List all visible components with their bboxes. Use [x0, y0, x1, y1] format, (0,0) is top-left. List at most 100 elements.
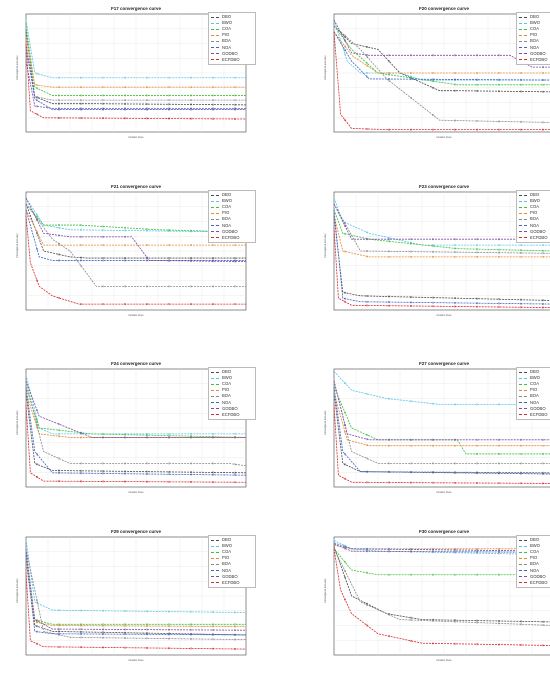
series-marker-coa — [344, 232, 347, 235]
legend-swatch — [519, 212, 527, 214]
legend-item-bwo: BWO — [211, 198, 253, 204]
legend-item-boa: BOA — [519, 216, 550, 222]
series-marker-pio — [145, 244, 148, 247]
series-marker-bwo — [189, 610, 192, 613]
series-marker-dbo — [167, 257, 170, 260]
series-marker-dbo — [519, 298, 522, 301]
series-marker-godbo — [233, 107, 236, 110]
legend-label: NOA — [530, 399, 540, 405]
series-marker-noa — [36, 453, 39, 456]
y-axis-label: Convergence accuracy — [16, 578, 19, 603]
series-marker-noa — [541, 79, 544, 82]
series-marker-godbo — [167, 628, 170, 631]
legend-swatch — [519, 557, 527, 559]
series-marker-bwo — [79, 76, 82, 79]
series-marker-ecfdbo — [145, 117, 148, 120]
series-marker-godbo — [541, 438, 544, 441]
series-marker-bwo — [541, 244, 544, 247]
legend-swatch — [211, 557, 219, 559]
legend-swatch — [519, 16, 527, 18]
series-marker-boa — [541, 462, 544, 465]
legend-label: BOA — [222, 561, 231, 567]
series-marker-pio — [79, 436, 82, 439]
series-marker-boa — [453, 620, 456, 623]
legend-label: BOA — [530, 38, 539, 44]
series-marker-godbo — [409, 54, 412, 57]
series-marker-boa — [58, 633, 61, 636]
legend-swatch — [519, 414, 527, 416]
series-marker-coa — [475, 573, 478, 576]
legend-item-pio: PIO — [519, 387, 550, 393]
legend-swatch — [211, 389, 219, 391]
series-marker-godbo — [211, 629, 214, 632]
series-marker-godbo — [431, 54, 434, 57]
legend-swatch — [211, 551, 219, 553]
legend-item-godbo: GODBO — [519, 574, 550, 580]
series-marker-boa — [453, 462, 456, 465]
series-marker-ecfdbo — [497, 128, 500, 131]
series-marker-boa — [167, 99, 170, 102]
legend-item-boa: BOA — [211, 38, 253, 44]
series-marker-boa — [145, 285, 148, 288]
series-marker-noa — [79, 632, 82, 635]
series-marker-boa — [101, 636, 104, 639]
legend-label: ECFDBO — [530, 56, 548, 62]
series-marker-boa — [366, 603, 369, 606]
series-marker-pio — [453, 547, 456, 550]
y-axis-label: Convergence accuracy — [324, 55, 327, 80]
legend-label: PIO — [530, 32, 538, 38]
series-line-ecfdbo — [25, 572, 247, 650]
legend-item-boa: BOA — [519, 393, 550, 399]
legend-swatch — [519, 194, 527, 196]
series-marker-pio — [475, 71, 478, 74]
series-marker-dbo — [101, 470, 104, 473]
series-marker-boa — [519, 120, 522, 123]
series-marker-godbo — [409, 438, 412, 441]
legend-item-pio: PIO — [519, 210, 550, 216]
legend-item-bwo: BWO — [519, 543, 550, 549]
series-marker-boa — [409, 96, 412, 99]
legend-swatch — [211, 576, 219, 578]
series-marker-dbo — [497, 298, 500, 301]
legend-item-dbo: DBO — [211, 537, 253, 543]
legend-swatch — [519, 40, 527, 42]
chart-panel: F27 convergence curve Convergence accurac… — [320, 357, 550, 507]
legend-swatch — [519, 237, 527, 239]
chart-title: F29 convergence curve — [110, 529, 162, 534]
legend-label: DBO — [222, 14, 232, 20]
series-marker-noa — [58, 259, 61, 262]
series-marker-boa — [453, 251, 456, 254]
series-marker-coa — [409, 242, 412, 245]
legend-swatch — [211, 47, 219, 49]
series-marker-noa — [497, 78, 500, 81]
series-marker-godbo — [79, 235, 82, 238]
series-marker-dbo — [233, 257, 236, 260]
series-marker-bwo — [167, 610, 170, 613]
series-marker-noa — [519, 302, 522, 305]
legend-swatch — [519, 576, 527, 578]
series-marker-noa — [145, 633, 148, 636]
series-marker-bwo — [167, 76, 170, 79]
legend-item-godbo: GODBO — [519, 229, 550, 235]
legend-swatch — [519, 570, 527, 572]
series-marker-noa — [453, 78, 456, 81]
legend-swatch — [211, 16, 219, 18]
series-marker-coa — [519, 452, 522, 455]
series-marker-godbo — [189, 628, 192, 631]
series-marker-ecfdbo — [475, 305, 478, 308]
series-marker-boa — [167, 462, 170, 465]
chart-title: F23 convergence curve — [418, 184, 470, 189]
series-marker-bwo — [409, 75, 412, 78]
series-marker-coa — [101, 94, 104, 97]
series-marker-noa — [233, 633, 236, 636]
series-marker-godbo — [366, 54, 369, 57]
legend-item-noa: NOA — [519, 567, 550, 573]
legend-item-dbo: DBO — [519, 537, 550, 543]
series-marker-boa — [387, 462, 390, 465]
series-line-ecfdbo — [25, 215, 246, 305]
series-marker-noa — [36, 248, 39, 251]
series-marker-bwo — [453, 244, 456, 247]
legend-item-coa: COA — [211, 381, 253, 387]
series-marker-dbo — [541, 620, 544, 623]
series-marker-boa — [79, 462, 82, 465]
